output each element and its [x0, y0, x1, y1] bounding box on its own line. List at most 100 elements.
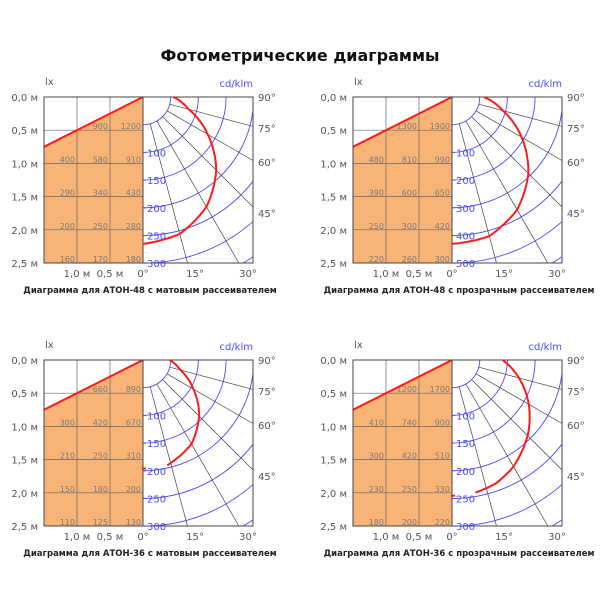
- angle-label: 45°: [258, 209, 276, 220]
- lux-value: 400: [60, 155, 75, 164]
- intensity-arc: [142, 443, 254, 499]
- lux-value: 300: [369, 452, 384, 461]
- lux-value: 230: [369, 485, 384, 494]
- lux-value: 650: [435, 189, 450, 198]
- depth-label: 2,0 м: [320, 226, 347, 237]
- lux-value: 160: [60, 255, 75, 264]
- lux-value: 340: [93, 189, 108, 198]
- angle-label: 30°: [548, 532, 566, 543]
- lux-value: 510: [435, 452, 450, 461]
- depth-label: 1,5 м: [320, 193, 347, 204]
- lux-value: 170: [93, 255, 108, 264]
- lux-value: 1300: [397, 122, 417, 131]
- lux-value: 290: [60, 189, 75, 198]
- lux-value: 660: [93, 385, 108, 394]
- lux-value: 180: [126, 255, 141, 264]
- polar-grid: [142, 359, 254, 527]
- intensity-arc: [460, 221, 563, 264]
- arc-label: 300: [147, 259, 166, 270]
- arc-label: 100: [456, 148, 475, 159]
- lx-unit-label: lx: [45, 340, 54, 351]
- lux-value: 250: [402, 485, 417, 494]
- depth-label: 1,0 м: [320, 422, 347, 433]
- angle-label: 75°: [567, 124, 585, 135]
- angle-label: 75°: [258, 124, 276, 135]
- depth-label: 2,5 м: [11, 259, 38, 270]
- depth-label: 1,0 м: [320, 159, 347, 170]
- arc-label: 300: [456, 204, 475, 215]
- angle-line: [166, 110, 254, 161]
- frame: [43, 96, 254, 264]
- arc-label: 150: [147, 439, 166, 450]
- depth-label: 0,0 м: [11, 356, 38, 367]
- depth-label: 1,5 м: [320, 456, 347, 467]
- cd-unit-label: cd/klm: [528, 342, 562, 353]
- arc-label: 300: [456, 522, 475, 533]
- depth-label: 0,5 м: [11, 389, 38, 400]
- lux-value: 260: [402, 255, 417, 264]
- intensity-arc: [151, 221, 254, 264]
- illuminated-area: [353, 97, 452, 263]
- angle-label: 90°: [567, 93, 585, 104]
- illuminated-area: [353, 360, 452, 526]
- polar-grid: [451, 359, 563, 527]
- x-label: 0°: [446, 269, 457, 280]
- diagram-caption: Диаграмма для АТОН-36 с матовым рассеива…: [23, 549, 276, 559]
- angle-line: [166, 373, 254, 424]
- cd-unit-label: cd/klm: [219, 79, 253, 90]
- lux-value: 125: [93, 518, 108, 527]
- angle-label: 60°: [567, 158, 585, 169]
- lux-value: 1200: [397, 385, 417, 394]
- lux-value: 220: [369, 255, 384, 264]
- lux-value: 900: [93, 122, 108, 131]
- arc-label: 100: [147, 411, 166, 422]
- depth-label: 0,0 м: [320, 93, 347, 104]
- x-label: 1,0 м: [373, 532, 400, 543]
- angle-line: [465, 120, 549, 264]
- lux-value: 300: [60, 418, 75, 427]
- intensity-arc: [151, 484, 254, 527]
- arc-label: 250: [147, 495, 166, 506]
- angle-label: 45°: [567, 209, 585, 220]
- intensity-arc: [460, 484, 563, 527]
- lux-value: 420: [93, 418, 108, 427]
- arc-label: 250: [147, 232, 166, 243]
- cutoff-line: [43, 96, 144, 148]
- angle-line: [478, 103, 563, 127]
- intensity-arc: [142, 110, 254, 209]
- depth-label: 2,5 м: [11, 522, 38, 533]
- intensity-arc: [551, 519, 563, 527]
- lux-value: 420: [435, 222, 450, 231]
- angle-line: [156, 120, 240, 264]
- diagram-caption: Диаграмма для АТОН-48 с прозрачным рассе…: [324, 286, 595, 296]
- diagram-panel: 900 1200 400 580 910 290 340 430 200 250 280 160 170…: [11, 77, 276, 296]
- lux-value: 250: [93, 452, 108, 461]
- angle-line: [162, 379, 254, 471]
- angle-label: 60°: [567, 421, 585, 432]
- diagram-caption: Диаграмма для АТОН-36 с прозрачным рассе…: [324, 549, 595, 559]
- angle-line: [458, 123, 497, 264]
- depth-label: 0,0 м: [320, 356, 347, 367]
- x-label: 0,5 м: [97, 532, 124, 543]
- lux-value: 480: [369, 155, 384, 164]
- lux-value: 990: [435, 155, 450, 164]
- angle-label: 75°: [567, 387, 585, 398]
- page-title: Фотометрические диаграммы: [161, 46, 440, 65]
- cutoff-line: [43, 359, 144, 411]
- intensity-arc: [451, 359, 481, 389]
- angle-label: 60°: [258, 158, 276, 169]
- angle-line: [471, 379, 563, 471]
- depth-label: 2,5 м: [320, 259, 347, 270]
- lux-value: 280: [126, 222, 141, 231]
- lx-unit-label: lx: [45, 77, 54, 88]
- lux-value: 210: [60, 452, 75, 461]
- angle-label: 60°: [258, 421, 276, 432]
- angle-label: 45°: [567, 472, 585, 483]
- angle-label: 45°: [258, 472, 276, 483]
- depth-label: 0,5 м: [320, 389, 347, 400]
- polar-grid: [142, 96, 254, 264]
- lux-value: 1700: [430, 385, 450, 394]
- intensity-arc: [451, 110, 563, 209]
- intensity-arc: [242, 256, 254, 264]
- arc-label: 250: [456, 495, 475, 506]
